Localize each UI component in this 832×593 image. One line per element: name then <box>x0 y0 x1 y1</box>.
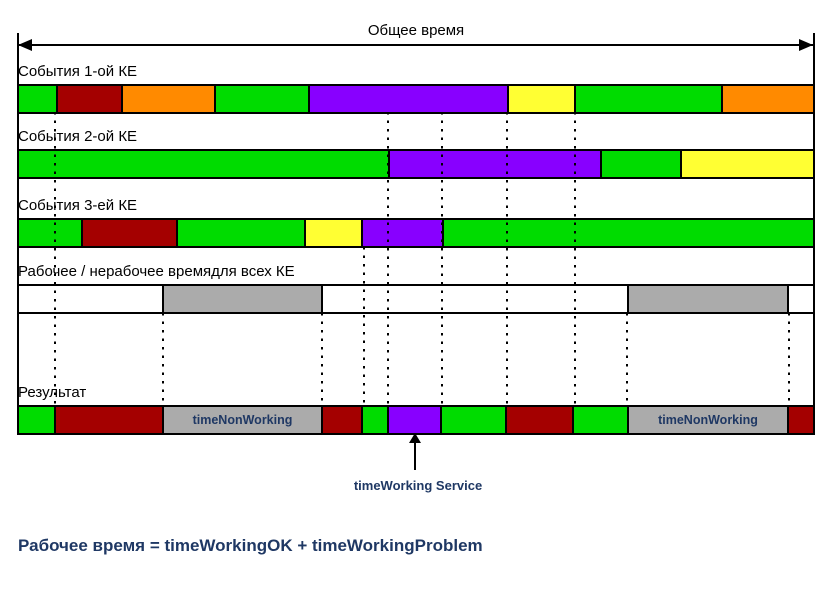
overall-time-arrow-line <box>19 44 813 46</box>
result-segment-darkRed <box>321 405 363 435</box>
dotted-guide-line <box>506 112 508 407</box>
dotted-guide-line <box>54 112 56 407</box>
result-segment-gray: timeNonWorking <box>627 405 789 435</box>
result-segment-green <box>572 405 629 435</box>
events-ke1-segment-purple <box>308 84 509 114</box>
overall-time-title: Общее время <box>367 22 465 39</box>
events-ke2-segment-green <box>17 149 390 179</box>
row-label-working-nonworking: Рабочее / нерабочее времядля всех КЕ <box>18 263 295 280</box>
events-ke3-segment-green <box>17 218 83 248</box>
events-ke3-segment-purple <box>361 218 444 248</box>
working-nonworking-segment-white <box>321 284 629 314</box>
events-ke2-segment-green <box>600 149 682 179</box>
result-segment-gray: timeNonWorking <box>162 405 323 435</box>
dotted-guide-line <box>363 247 365 407</box>
dotted-guide-line <box>441 112 443 407</box>
result-segment-darkRed <box>54 405 164 435</box>
dotted-guide-line <box>321 313 323 407</box>
result-segment-darkRed <box>787 405 815 435</box>
result-segment-darkRed <box>505 405 574 435</box>
dotted-guide-line <box>788 313 790 407</box>
dotted-guide-line <box>574 112 576 407</box>
events-ke1-segment-yellow <box>507 84 576 114</box>
working-nonworking-segment-white <box>17 284 164 314</box>
events-ke3-segment-green <box>176 218 306 248</box>
events-ke1-segment-green <box>574 84 723 114</box>
time-working-service-label: timeWorking Service <box>353 478 483 493</box>
events-ke1-segment-green <box>17 84 58 114</box>
dotted-guide-line <box>387 112 389 407</box>
working-time-formula: Рабочее время = timeWorkingOK + timeWork… <box>18 536 483 555</box>
events-ke1-segment-orange <box>721 84 815 114</box>
events-ke1-segment-orange <box>121 84 216 114</box>
working-nonworking-segment-white <box>787 284 815 314</box>
row-label-events-ke1: События 1-ой КЕ <box>18 63 138 80</box>
events-ke3-segment-yellow <box>304 218 363 248</box>
events-ke2-segment-purple <box>388 149 602 179</box>
result-segment-green <box>361 405 389 435</box>
dotted-guide-line <box>626 313 628 407</box>
row-label-events-ke2: События 2-ой КЕ <box>18 128 138 145</box>
events-ke3-segment-green <box>442 218 815 248</box>
result-segment-green <box>440 405 507 435</box>
segment-label: timeNonWorking <box>192 413 293 427</box>
working-nonworking-segment-gray <box>627 284 789 314</box>
working-nonworking-segment-gray <box>162 284 323 314</box>
dotted-guide-line <box>162 313 164 407</box>
result-segment-purple <box>387 405 442 435</box>
events-ke3-segment-darkRed <box>81 218 178 248</box>
arrow-left-icon <box>18 39 32 51</box>
result-segment-green <box>17 405 56 435</box>
segment-label: timeNonWorking <box>658 413 758 427</box>
row-label-result: Результат <box>18 384 87 401</box>
arrow-right-icon <box>799 39 813 51</box>
events-ke1-segment-darkRed <box>56 84 123 114</box>
events-ke2-segment-yellow <box>680 149 815 179</box>
service-arrow-line <box>414 441 416 470</box>
events-ke1-segment-green <box>214 84 310 114</box>
row-label-events-ke3: События 3-ей КЕ <box>18 197 138 214</box>
arrow-up-icon <box>409 433 421 443</box>
